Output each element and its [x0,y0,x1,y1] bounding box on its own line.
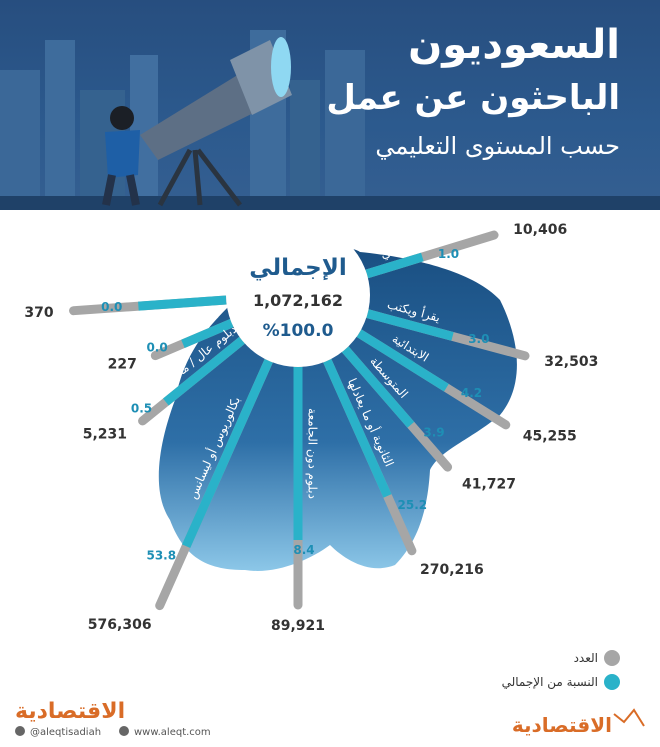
share-spoke [163,336,245,406]
legend-count-swatch [604,650,620,666]
footer-twitter: @aleqtisadiah [30,727,101,738]
share-spoke [181,318,234,348]
legend-count-label: العدد [574,651,598,665]
share-label: 53.8 [146,548,176,562]
category-label: لم يحدد [162,280,201,297]
center-percent: %100.0 [263,321,334,341]
count-label: 576,306 [88,617,152,633]
count-label: 45,255 [523,428,577,444]
legend-share-label: النسبة من الإجمالي [502,675,598,690]
share-spoke [356,329,449,392]
center-circle [226,223,370,367]
title-line-1: السعوديون [408,22,620,68]
legend: العدد النسبة من الإجمالي [502,650,620,690]
header-banner: السعوديون الباحثون عن عمل حسب المستوى ال… [0,0,660,210]
share-label: 3.9 [423,425,444,439]
category-label: دبلوم دون الجامعة [305,408,320,499]
share-label: 0.5 [131,401,152,415]
count-label: 32,503 [544,354,598,370]
share-label: 1.0 [438,247,459,261]
brand-chart-icon [613,708,645,727]
count-label: 5,231 [83,426,127,442]
count-label: 10,406 [513,222,567,238]
share-spoke [182,358,273,549]
share-spoke [323,358,392,498]
share-spoke [365,252,424,279]
count-label: 89,921 [271,618,325,634]
center-label: الإجمالي [249,255,347,281]
legend-share-swatch [604,674,620,690]
globe-icon [119,726,129,736]
category-label: أمي [379,241,402,261]
share-label: 3.0 [468,332,489,346]
count-label: 270,216 [420,562,484,578]
share-label: 8.4 [293,543,314,557]
footer-brand-right: الاقتصادية [512,713,612,737]
share-label: 0.0 [146,341,167,355]
title-line-3: حسب المستوى التعليمي [375,132,620,160]
footer: الاقتصادية @aleqtisadiah www.aleqt.com ا… [15,699,645,738]
center-total: 1,072,162 [253,291,343,310]
telescope-man-illustration [102,37,292,207]
share-label: 4.2 [461,386,482,400]
count-label: 227 [108,356,137,372]
share-spoke [138,295,227,311]
count-label: 370 [24,305,53,321]
footer-website: www.aleqt.com [134,727,211,738]
title-line-2: الباحثون عن عمل [326,78,620,118]
count-label: 41,727 [462,477,516,493]
footer-brand-left: الاقتصادية [15,699,125,724]
share-label: 25.2 [398,498,428,512]
share-spoke [341,346,415,428]
twitter-icon [15,726,25,736]
share-spoke [366,309,454,341]
share-label: 0.0 [101,300,122,314]
